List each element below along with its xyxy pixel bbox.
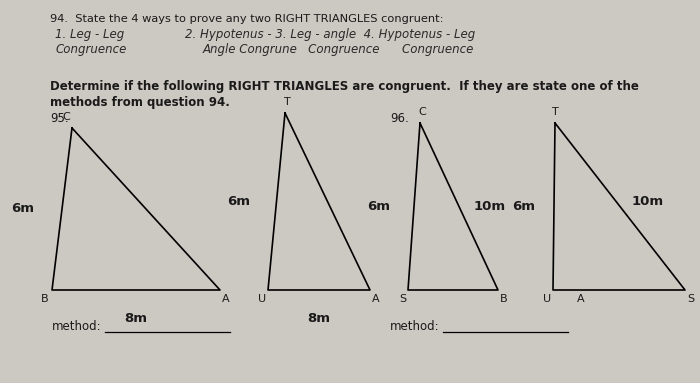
Text: U: U bbox=[258, 294, 266, 304]
Text: Determine if the following RIGHT TRIANGLES are congruent.  If they are state one: Determine if the following RIGHT TRIANGL… bbox=[50, 80, 639, 93]
Text: 2. Hypotenus - 3. Leg - angle  4. Hypotenus - Leg: 2. Hypotenus - 3. Leg - angle 4. Hypoten… bbox=[185, 28, 475, 41]
Text: 6m: 6m bbox=[367, 200, 390, 213]
Text: 95.: 95. bbox=[50, 112, 69, 125]
Text: C: C bbox=[62, 112, 70, 122]
Text: methods from question 94.: methods from question 94. bbox=[50, 96, 230, 109]
Text: S: S bbox=[687, 294, 694, 304]
Text: Congruence: Congruence bbox=[55, 43, 127, 56]
Text: method:: method: bbox=[390, 320, 440, 333]
Text: Angle Congrune   Congruence      Congruence: Angle Congrune Congruence Congruence bbox=[203, 43, 475, 56]
Text: A: A bbox=[577, 294, 584, 304]
Text: B: B bbox=[500, 294, 507, 304]
Text: 6m: 6m bbox=[227, 195, 250, 208]
Text: 6m: 6m bbox=[11, 203, 34, 216]
Text: B: B bbox=[41, 294, 48, 304]
Text: C: C bbox=[418, 107, 426, 117]
Text: 1. Leg - Leg: 1. Leg - Leg bbox=[55, 28, 125, 41]
Text: 96.: 96. bbox=[390, 112, 409, 125]
Text: T: T bbox=[284, 97, 290, 107]
Text: 8m: 8m bbox=[125, 312, 148, 325]
Text: A: A bbox=[222, 294, 230, 304]
Text: 94.  State the 4 ways to prove any two RIGHT TRIANGLES congruent:: 94. State the 4 ways to prove any two RI… bbox=[50, 14, 444, 24]
Text: A: A bbox=[372, 294, 379, 304]
Text: S: S bbox=[399, 294, 406, 304]
Text: method:: method: bbox=[52, 320, 102, 333]
Text: T: T bbox=[552, 107, 559, 117]
Text: 6m: 6m bbox=[512, 200, 535, 213]
Text: 10m: 10m bbox=[632, 195, 664, 208]
Text: U: U bbox=[543, 294, 551, 304]
Text: 10m: 10m bbox=[474, 200, 506, 213]
Text: 8m: 8m bbox=[307, 312, 330, 325]
